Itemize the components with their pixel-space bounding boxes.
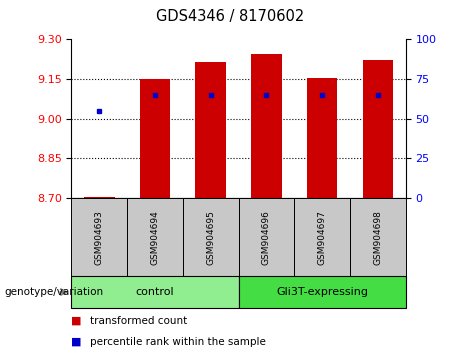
- Text: GDS4346 / 8170602: GDS4346 / 8170602: [156, 9, 305, 24]
- Text: GSM904695: GSM904695: [206, 210, 215, 265]
- Bar: [238, 276, 406, 308]
- Text: percentile rank within the sample: percentile rank within the sample: [90, 337, 266, 347]
- Bar: [307, 78, 337, 198]
- Text: GSM904697: GSM904697: [318, 210, 327, 265]
- Text: control: control: [136, 287, 174, 297]
- Bar: [195, 62, 226, 198]
- Text: ■: ■: [71, 337, 82, 347]
- Bar: [71, 276, 239, 308]
- Text: GSM904698: GSM904698: [373, 210, 382, 265]
- Bar: [294, 198, 350, 276]
- Text: GSM904696: GSM904696: [262, 210, 271, 265]
- Bar: [140, 79, 170, 198]
- Text: Gli3T-expressing: Gli3T-expressing: [276, 287, 368, 297]
- Text: GSM904694: GSM904694: [150, 210, 160, 264]
- Bar: [350, 198, 406, 276]
- Text: GSM904693: GSM904693: [95, 210, 104, 265]
- Text: transformed count: transformed count: [90, 316, 187, 326]
- Bar: [127, 198, 183, 276]
- Bar: [362, 60, 393, 198]
- Bar: [84, 197, 115, 198]
- Bar: [251, 53, 282, 198]
- Bar: [183, 198, 238, 276]
- Text: ■: ■: [71, 316, 82, 326]
- Bar: [71, 198, 127, 276]
- Bar: [238, 198, 294, 276]
- Text: genotype/variation: genotype/variation: [5, 287, 104, 297]
